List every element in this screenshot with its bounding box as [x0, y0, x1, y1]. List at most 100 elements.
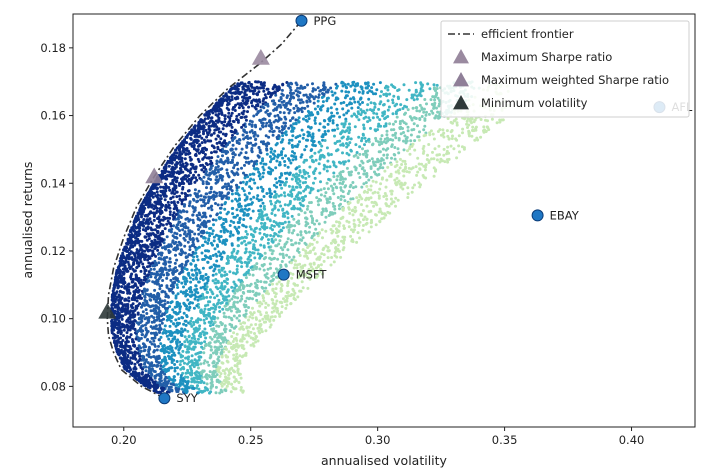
portfolio-point [301, 181, 305, 185]
portfolio-point [282, 191, 286, 195]
portfolio-point [332, 192, 336, 196]
portfolio-point [296, 86, 300, 90]
portfolio-point [166, 345, 170, 349]
portfolio-point [196, 258, 200, 262]
portfolio-point [277, 126, 281, 130]
portfolio-point [407, 170, 411, 174]
portfolio-point [258, 267, 262, 271]
portfolio-point [180, 198, 184, 202]
portfolio-point [259, 109, 263, 112]
portfolio-point [311, 82, 314, 86]
portfolio-point [260, 330, 264, 334]
portfolio-point [322, 259, 326, 263]
portfolio-point [212, 269, 216, 273]
portfolio-point [183, 232, 186, 236]
portfolio-point [289, 238, 293, 242]
portfolio-point [227, 381, 231, 384]
portfolio-point [200, 204, 204, 208]
portfolio-point [262, 89, 266, 93]
portfolio-point [424, 113, 428, 117]
portfolio-point [264, 317, 268, 320]
portfolio-point [158, 323, 162, 327]
portfolio-point [302, 93, 306, 97]
portfolio-point [272, 318, 276, 322]
portfolio-point [203, 140, 207, 144]
portfolio-point [470, 121, 473, 125]
portfolio-point [287, 294, 290, 298]
portfolio-point [195, 386, 199, 390]
portfolio-point [293, 263, 297, 267]
portfolio-point [184, 195, 188, 199]
portfolio-point [354, 168, 358, 172]
portfolio-point [268, 283, 272, 287]
portfolio-point [246, 329, 250, 333]
portfolio-point [180, 327, 184, 331]
portfolio-point [245, 232, 249, 236]
portfolio-point [336, 230, 340, 234]
portfolio-point [205, 281, 209, 285]
portfolio-point [242, 285, 246, 289]
portfolio-point [301, 136, 305, 140]
portfolio-point [143, 269, 147, 273]
portfolio-point [269, 199, 273, 203]
portfolio-point [313, 252, 317, 256]
portfolio-point [160, 358, 164, 362]
portfolio-point [265, 152, 269, 156]
portfolio-point [202, 175, 206, 179]
portfolio-point [306, 286, 310, 290]
portfolio-point [299, 84, 303, 88]
portfolio-point [319, 267, 323, 271]
portfolio-point [434, 169, 437, 173]
portfolio-point [257, 145, 261, 149]
portfolio-point [304, 180, 307, 184]
portfolio-point [239, 283, 243, 287]
portfolio-point [427, 159, 431, 163]
portfolio-point [220, 178, 224, 182]
portfolio-point [185, 260, 188, 264]
portfolio-point [220, 203, 224, 207]
portfolio-point [176, 292, 180, 296]
portfolio-point [182, 322, 186, 326]
portfolio-point [203, 153, 207, 156]
portfolio-point [204, 128, 208, 132]
portfolio-point [165, 222, 169, 226]
portfolio-point [309, 111, 313, 115]
portfolio-point [216, 168, 220, 172]
portfolio-point [212, 131, 216, 135]
portfolio-point [350, 114, 354, 118]
portfolio-point [148, 217, 152, 221]
portfolio-point [152, 339, 156, 343]
portfolio-point [231, 133, 234, 137]
portfolio-point [140, 305, 143, 309]
portfolio-point [203, 307, 207, 311]
portfolio-point [162, 273, 166, 277]
portfolio-point [131, 302, 135, 306]
portfolio-point [358, 102, 362, 106]
portfolio-point [122, 282, 126, 286]
portfolio-point [231, 233, 235, 237]
portfolio-point [325, 201, 329, 205]
portfolio-point [235, 259, 239, 263]
portfolio-point [365, 108, 369, 112]
portfolio-point [163, 216, 167, 220]
portfolio-point [257, 98, 261, 102]
portfolio-point [323, 220, 327, 224]
portfolio-point [181, 228, 185, 232]
portfolio-point [223, 324, 227, 328]
portfolio-point [135, 266, 139, 270]
portfolio-point [258, 231, 262, 235]
portfolio-point [152, 350, 156, 354]
portfolio-point [293, 111, 297, 115]
portfolio-point [167, 295, 170, 299]
portfolio-point [374, 223, 378, 227]
portfolio-point [153, 370, 157, 374]
portfolio-point [407, 88, 411, 92]
portfolio-point [366, 91, 370, 95]
portfolio-point [244, 312, 248, 316]
portfolio-point [391, 98, 395, 102]
portfolio-point [178, 181, 181, 185]
portfolio-point [202, 369, 206, 373]
portfolio-point [127, 299, 131, 303]
portfolio-point [353, 165, 357, 169]
portfolio-point [423, 124, 427, 128]
